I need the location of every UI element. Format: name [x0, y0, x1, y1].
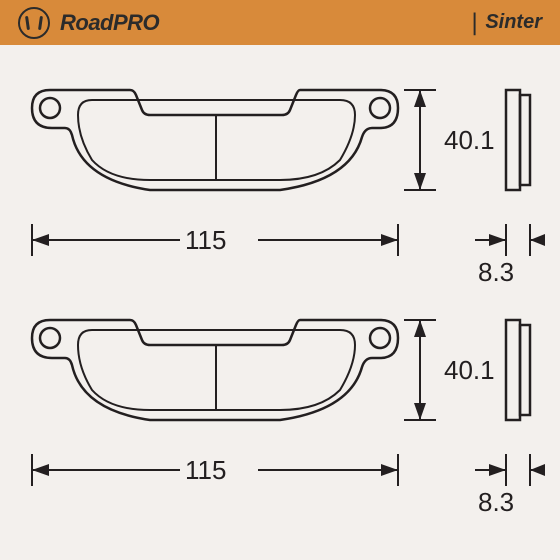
brand-name: RoadPRO — [60, 10, 159, 36]
dim-top-width: 115 — [32, 223, 398, 256]
pad-top-face — [32, 90, 398, 190]
header: RoadPRO | Sinter — [0, 0, 560, 45]
dim-bottom-thickness-label: 8.3 — [478, 487, 514, 517]
dim-top-height-label: 40.1 — [444, 125, 495, 155]
logo-icon — [18, 7, 50, 39]
brand-suffix: PRO — [113, 10, 159, 35]
pad-bottom-face — [32, 320, 398, 420]
dim-bottom-height: 40.1 — [404, 320, 495, 420]
technical-diagram: 40.1 115 8.3 40.1 — [0, 45, 560, 560]
pad-bottom-side — [506, 320, 530, 420]
brand-block: RoadPRO — [18, 7, 159, 39]
dim-bottom-width-label: 115 — [185, 455, 226, 485]
dim-bottom-height-label: 40.1 — [444, 355, 495, 385]
diagram-area: 40.1 115 8.3 40.1 — [0, 45, 560, 560]
dim-top-height: 40.1 — [404, 90, 495, 190]
brand-prefix: Road — [60, 10, 113, 35]
dim-top-thickness: 8.3 — [475, 224, 545, 287]
pad-top-side — [506, 90, 530, 190]
dim-bottom-width: 115 — [32, 453, 398, 486]
variant-text: Sinter — [485, 11, 542, 34]
dim-top-width-label: 115 — [185, 225, 226, 255]
variant-label: | Sinter — [471, 9, 542, 37]
dim-top-thickness-label: 8.3 — [478, 257, 514, 287]
divider-icon: | — [471, 9, 477, 37]
dim-bottom-thickness: 8.3 — [475, 454, 545, 517]
